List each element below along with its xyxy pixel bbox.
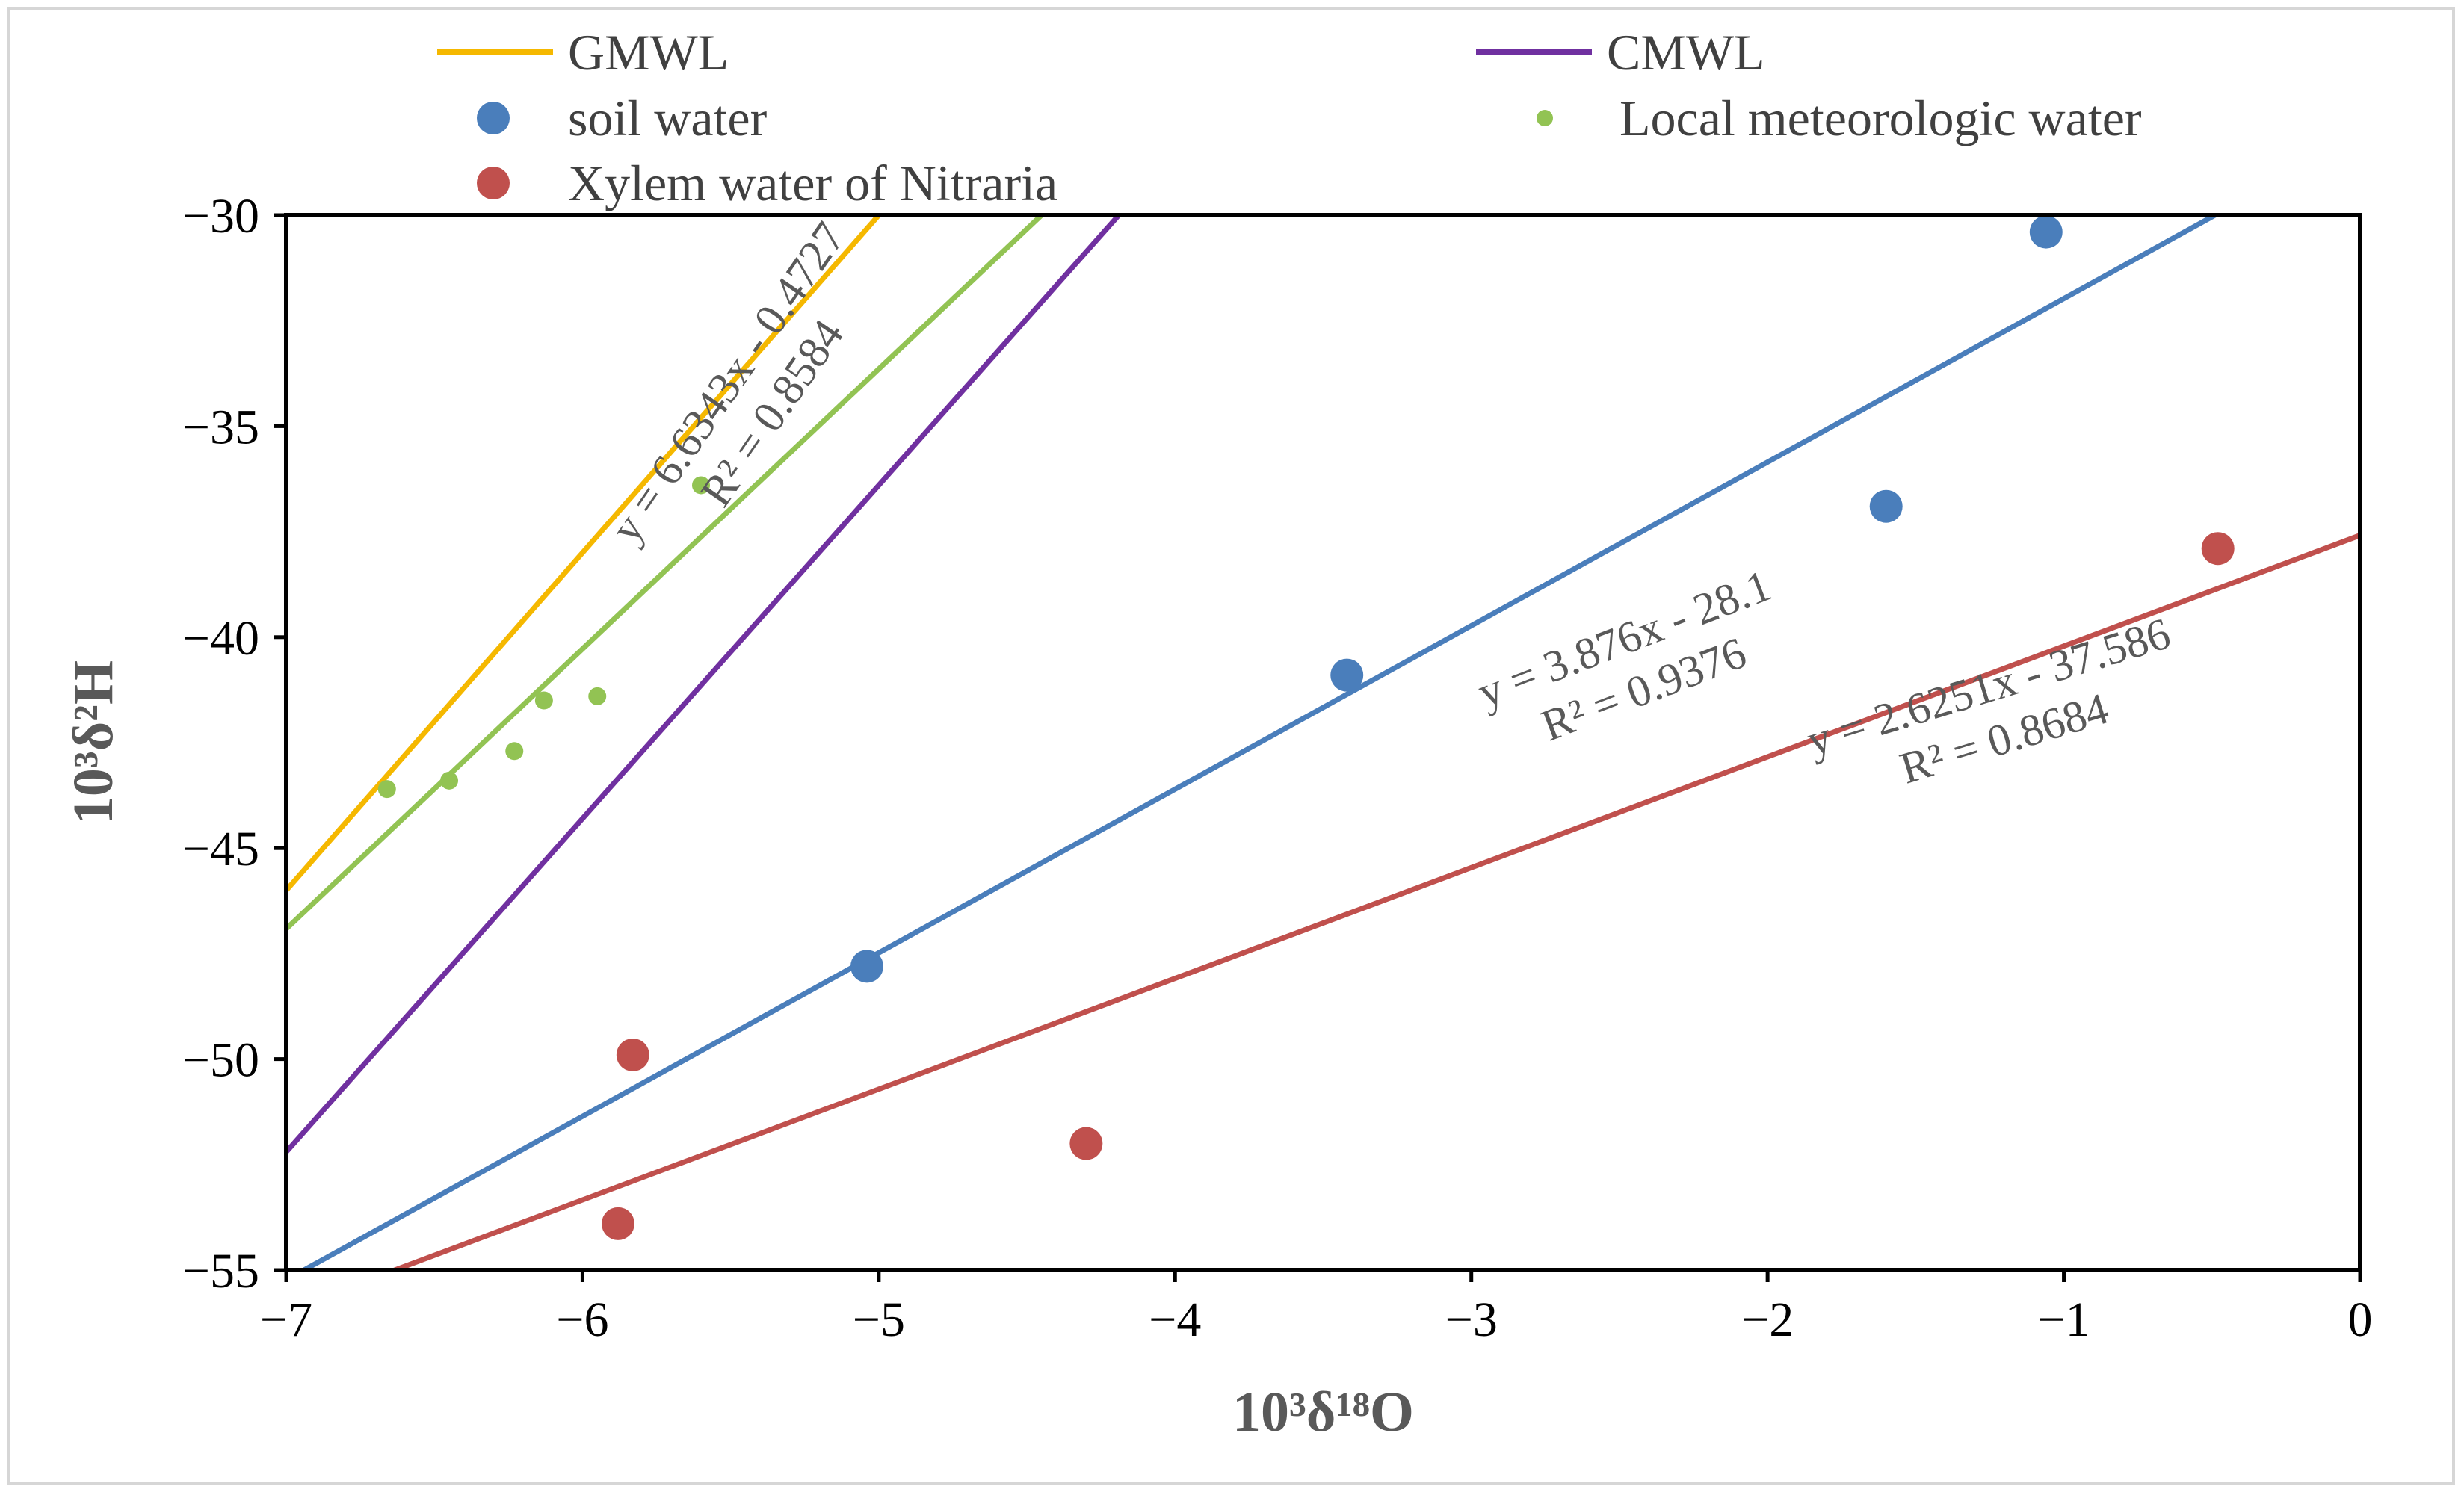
point-soil-water-3 [2029,215,2063,249]
legend-swatch [477,102,510,134]
legend-item-gmwl: GMWL [437,24,729,81]
y-tick-label: −30 [182,189,259,244]
y-tick-label: −50 [182,1033,259,1088]
point-xylem-water-of-nitraria-0 [616,1038,649,1071]
legend-swatch [477,167,510,199]
legend-item-cmwl: CMWL [1476,24,1765,81]
trend-lines [286,215,2360,1270]
x-tick-label: −4 [1149,1293,1201,1347]
y-tick-label: −55 [182,1244,259,1299]
annotation-soil: y = 3.876x - 28.1R² = 0.9376 [1472,560,1778,750]
x-tick-label: 0 [2348,1293,2373,1347]
point-local-meteorologic-water-2 [505,742,524,761]
x-tick-label: −5 [853,1293,905,1347]
point-local-meteorologic-water-3 [534,691,553,710]
legend-label: soil water [568,90,768,146]
point-soil-water-0 [850,950,883,983]
legend-label: Xylem water of Nitraria [568,155,1057,211]
plot-area-border [284,213,2362,1272]
point-local-meteorologic-water-4 [588,687,607,705]
x-axis-title: 10³δ¹⁸O [1232,1381,1414,1443]
point-xylem-water-of-nitraria-1 [602,1207,634,1240]
x-tick-label: −2 [1741,1293,1794,1347]
legend-item-local-meteorologic-water: Local meteorologic water [1537,90,2142,146]
x-tick-label: −7 [260,1293,312,1347]
legend-label: CMWL [1607,24,1765,81]
point-local-meteorologic-water-5 [692,476,710,495]
y-axis-title: 10³δ²H [62,660,125,825]
line-soil-water-trend [298,215,2220,1270]
y-tick-label: −45 [182,822,259,876]
point-soil-water-2 [1869,489,1903,523]
legend-item-soil-water: soil water [477,90,768,146]
y-tick-label: −35 [182,400,259,454]
line-local-meteorologic-water-trend [286,215,1046,931]
axes: −7 −6 −5 −4 −3 −2 −1 0 −30 −35 −40 −45 −50 −55 10³δ¹⁸O… [62,189,2373,1443]
point-soil-water-1 [1330,658,1364,692]
line-xylem-water-trend [387,533,2360,1270]
point-local-meteorologic-water-1 [440,771,459,790]
legend-item-xylem-water-of-nitraria: Xylem water of Nitraria [477,155,1057,211]
x-tick-label: −1 [2037,1293,2090,1347]
point-local-meteorologic-water-0 [377,780,396,799]
line-cmwl [286,215,1123,1154]
data-points [377,215,2235,1240]
legend: GMWL CMWL soil water Local meteorologic wat… [437,24,2142,211]
x-tick-label: −3 [1445,1293,1498,1347]
point-xylem-water-of-nitraria-3 [2201,532,2235,566]
legend-swatch [1537,110,1553,126]
legend-label: Local meteorologic water [1619,90,2142,146]
point-xylem-water-of-nitraria-2 [1069,1127,1103,1160]
x-tick-label: −6 [556,1293,608,1347]
y-tick-label: −40 [182,611,259,666]
line-gmwl [286,215,883,892]
legend-label: GMWL [568,24,729,81]
